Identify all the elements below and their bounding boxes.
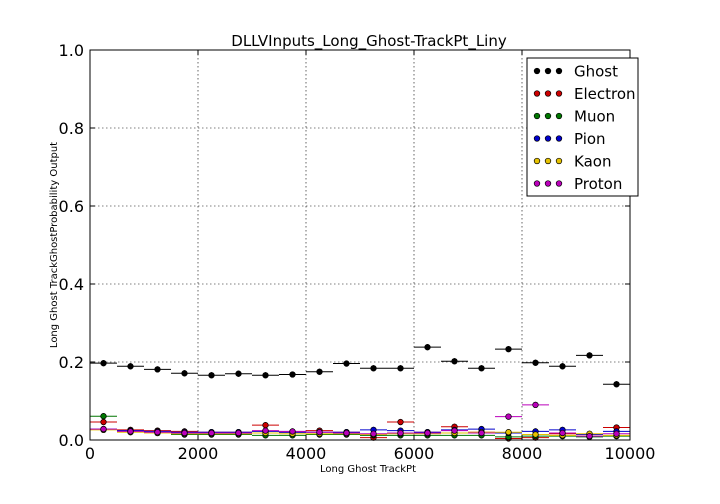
- electron-data-point: [262, 422, 269, 429]
- ghost-legend-marker: [544, 67, 552, 75]
- ghost-data-point: [532, 359, 539, 366]
- ghost-legend-label: Ghost: [574, 63, 618, 81]
- ghost-data-point: [559, 363, 566, 370]
- muon-legend-marker: [544, 112, 552, 120]
- electron-legend-marker: [555, 90, 563, 97]
- ghost-data-point: [289, 371, 296, 378]
- proton-data-point: [613, 430, 620, 437]
- proton-data-point: [127, 428, 134, 435]
- kaon-data-point: [532, 431, 539, 438]
- ghost-data-point: [397, 365, 404, 372]
- muon-legend-marker: [533, 112, 541, 120]
- proton-data-point: [181, 429, 188, 437]
- y-tick-label: 0.2: [59, 353, 84, 372]
- ghost-data-point: [316, 368, 323, 375]
- electron-legend-label: Electron: [574, 85, 636, 103]
- ghost-data-point: [127, 363, 134, 370]
- pion-legend-marker: [544, 135, 552, 142]
- x-tick-label: 10000: [605, 444, 656, 463]
- electron-legend-marker: [544, 90, 552, 97]
- tick-labels: 0 2000 4000 6000 8000 10000 0.0 0.2 0.4 0.6 0.8 1.0: [59, 41, 656, 463]
- y-tick-label: 0.0: [59, 431, 84, 450]
- ghost-data-point: [181, 370, 188, 377]
- ghost-data-point: [154, 366, 161, 373]
- ghost-data-point: [262, 372, 269, 379]
- ghost-data-point: [208, 372, 215, 379]
- pion-legend-label: Pion: [574, 130, 606, 148]
- proton-legend-marker: [544, 180, 552, 187]
- proton-data-point: [505, 413, 512, 420]
- x-tick-label: 8000: [502, 444, 543, 463]
- kaon-legend-marker: [555, 157, 563, 165]
- electron-data-point: [397, 418, 404, 426]
- proton-data-point: [100, 425, 107, 433]
- x-axis-label: Long Ghost TrackPt: [320, 464, 416, 475]
- kaon-legend-marker: [544, 157, 552, 165]
- ghost-data-point: [613, 381, 620, 388]
- kaon-legend-marker: [533, 157, 541, 165]
- ghost-data-point: [424, 344, 431, 351]
- x-tick-label: 2000: [178, 444, 219, 463]
- proton-legend-marker: [533, 180, 541, 187]
- proton-data-point: [316, 429, 323, 436]
- ghost-data-point: [343, 360, 350, 367]
- y-axis-label: Long Ghost TrackGhostProbability Output: [49, 142, 60, 348]
- proton-legend-label: Proton: [574, 175, 622, 193]
- kaon-data-point: [505, 429, 512, 436]
- legend-box: [526, 57, 639, 197]
- proton-data-point: [586, 432, 593, 440]
- proton-data-point: [397, 429, 404, 437]
- proton-data-point: [235, 429, 242, 437]
- proton-data-point: [208, 429, 215, 437]
- ghost-legend-marker: [555, 67, 563, 75]
- proton-data-point: [532, 401, 539, 409]
- y-tick-label: 0.6: [59, 197, 84, 216]
- data-markers: [100, 344, 620, 442]
- chart-title: DLLVInputs_Long_Ghost-TrackPt_Liny: [231, 32, 507, 51]
- electron-data-point: [100, 418, 107, 426]
- proton-data-point: [451, 427, 458, 434]
- ghost-data-point: [100, 360, 107, 367]
- x-tick-label: 0: [85, 444, 95, 463]
- y-tick-label: 1.0: [59, 41, 84, 60]
- axis-ticks: [89, 49, 631, 441]
- muon-legend-marker: [555, 112, 563, 120]
- ghost-data-point: [370, 365, 377, 372]
- ghost-data-point: [586, 352, 593, 359]
- ghost-data-point: [235, 370, 242, 377]
- ghost-data-point: [505, 345, 512, 353]
- proton-data-point: [262, 427, 269, 434]
- ghost-data-point: [478, 365, 485, 372]
- proton-data-point: [478, 429, 485, 437]
- muon-data-point: [100, 413, 107, 420]
- y-tick-label: 0.8: [59, 119, 84, 138]
- proton-legend-marker: [555, 180, 563, 187]
- proton-data-point: [343, 429, 350, 437]
- y-tick-label: 0.4: [59, 275, 84, 294]
- proton-data-point: [289, 428, 296, 435]
- ghost-data-point: [451, 358, 458, 365]
- x-tick-label: 4000: [286, 444, 327, 463]
- ghost-legend-marker: [533, 67, 541, 75]
- proton-data-point: [154, 429, 161, 436]
- kaon-legend-label: Kaon: [574, 153, 611, 171]
- plot-frame: [89, 49, 631, 441]
- pion-legend-marker: [555, 135, 563, 142]
- proton-data-point: [424, 429, 431, 437]
- legend: Ghost Electron Muon Pion Kaon Proton: [526, 57, 639, 197]
- x-tick-label: 6000: [394, 444, 435, 463]
- muon-legend-label: Muon: [574, 108, 615, 126]
- proton-data-point: [559, 429, 566, 437]
- proton-data-point: [370, 430, 377, 437]
- electron-legend-marker: [533, 90, 541, 97]
- pion-legend-marker: [533, 135, 541, 142]
